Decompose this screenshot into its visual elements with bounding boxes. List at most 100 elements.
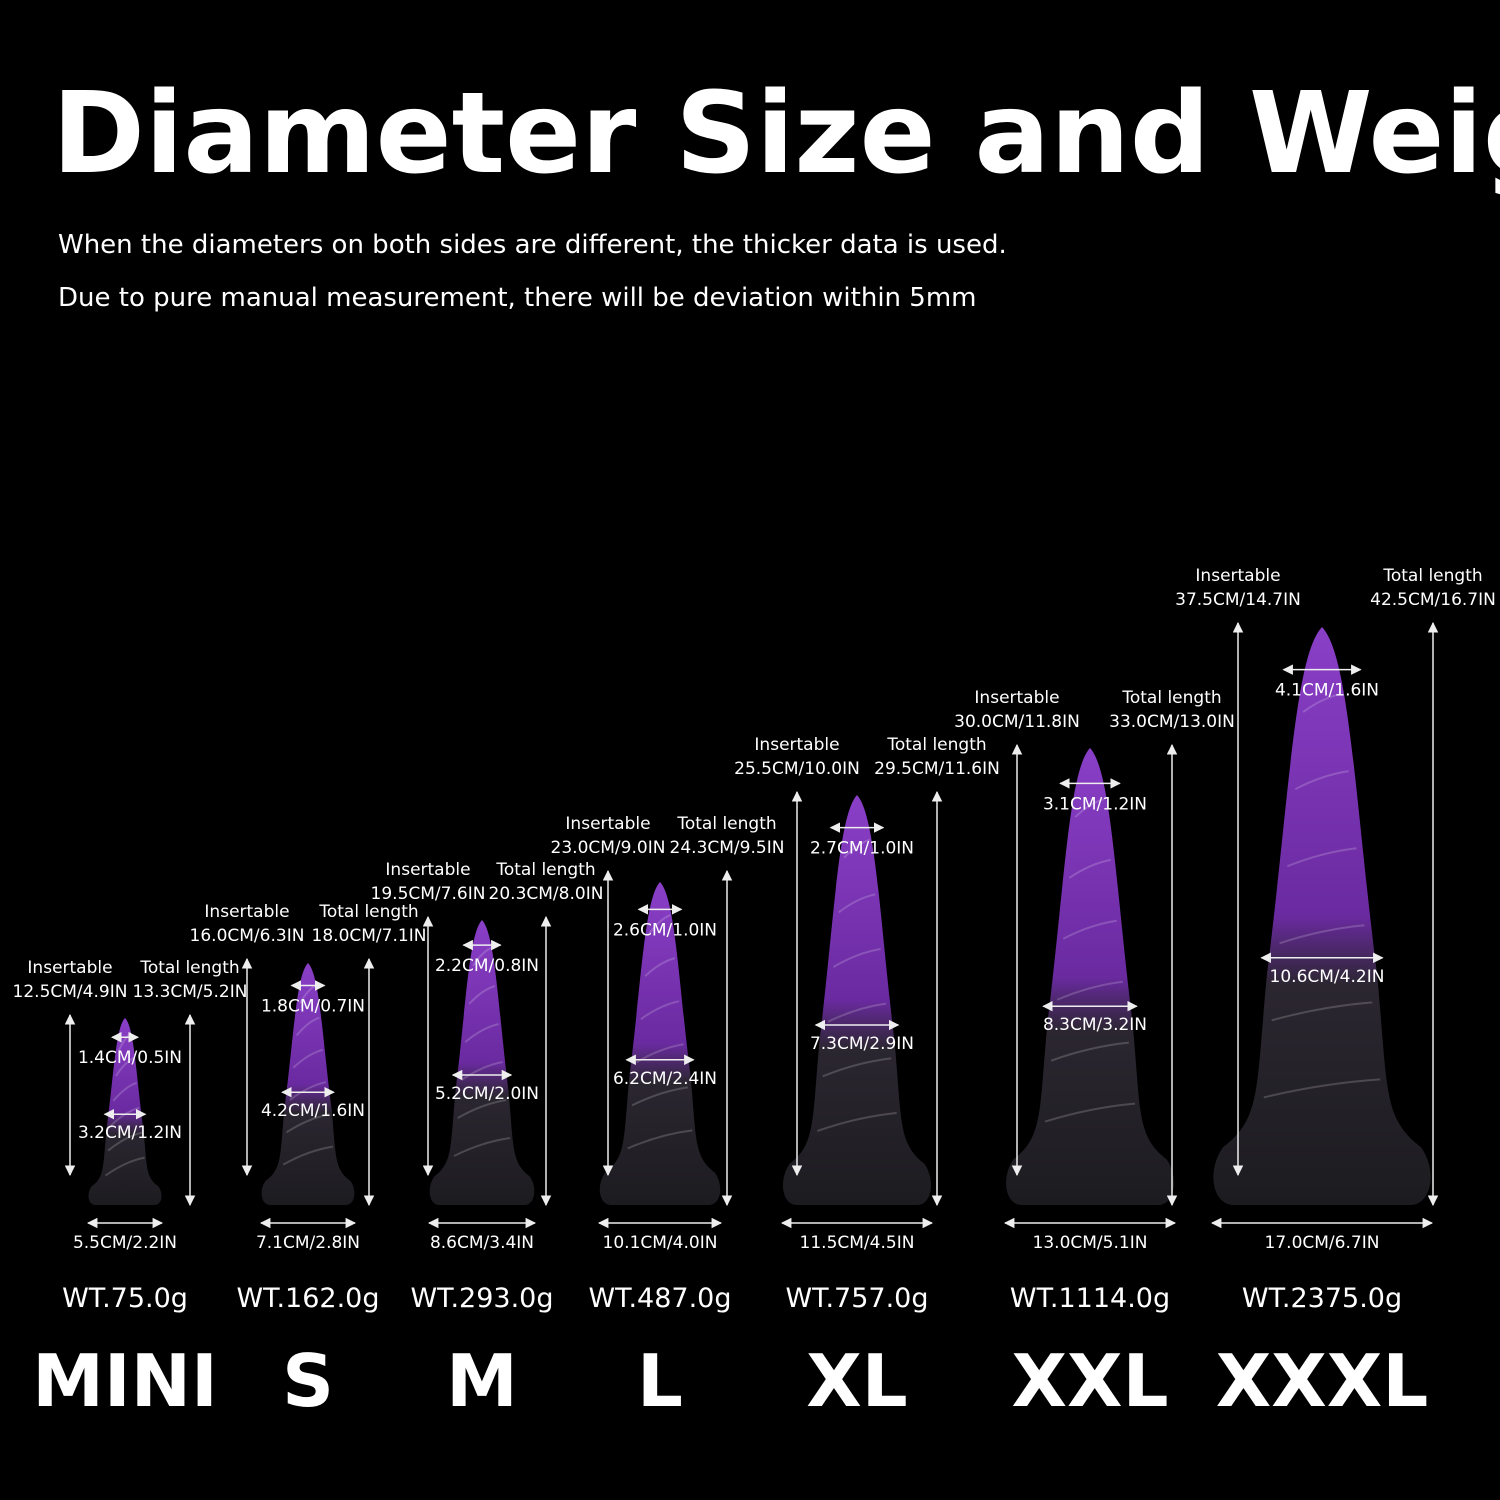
base-diameter: 10.1CM/4.0IN: [603, 1233, 718, 1253]
total-label: Total length: [1121, 688, 1221, 708]
spiral-ridge: [115, 1056, 135, 1077]
base-diameter: 17.0CM/6.7IN: [1265, 1233, 1380, 1253]
tip-diameter: 2.6CM/1.0IN: [613, 920, 717, 940]
insertable-value: 23.0CM/9.0IN: [551, 838, 666, 858]
spiral-ridge: [644, 957, 676, 977]
spiral-ridge: [827, 1002, 887, 1023]
mid-diameter: 6.2CM/2.4IN: [613, 1069, 717, 1089]
spiral-ridge: [1294, 770, 1349, 791]
spiral-ridge: [457, 1099, 507, 1119]
note: When the diameters on both sides are dif…: [58, 230, 1007, 260]
mid-diameter: 5.2CM/2.0IN: [435, 1084, 539, 1104]
insertable-label: Insertable: [27, 958, 112, 978]
total-label: Total length: [1382, 566, 1482, 586]
product-shape: [782, 795, 932, 1205]
spiral-ridge: [464, 1023, 499, 1043]
spiral-ridge: [1068, 858, 1111, 879]
spiral-ridge: [282, 1145, 334, 1166]
spiral-ridge: [107, 1131, 143, 1152]
spiral-ridge: [468, 985, 496, 1005]
spiral-ridge: [640, 1000, 680, 1021]
insertable-value: 30.0CM/11.8IN: [954, 712, 1080, 732]
size-name: XL: [806, 1339, 907, 1423]
tip-diameter: 2.7CM/1.0IN: [810, 839, 914, 859]
spiral-ridge: [1279, 924, 1365, 945]
product-shape: [599, 882, 721, 1205]
base-diameter: 11.5CM/4.5IN: [800, 1233, 915, 1253]
weight: WT.487.0g: [588, 1283, 731, 1314]
note: Due to pure manual measurement, there wi…: [58, 283, 977, 313]
spiral-ridge: [838, 893, 876, 914]
spiral-ridge: [1287, 847, 1357, 868]
weight: WT.1114.0g: [1010, 1283, 1170, 1314]
tip-diameter: 3.1CM/1.2IN: [1043, 794, 1147, 814]
weight: WT.75.0g: [62, 1283, 188, 1314]
product-shape: [261, 963, 355, 1205]
spiral-ridge: [1050, 1041, 1129, 1062]
spiral-ridge: [295, 1016, 320, 1037]
mid-diameter: 3.2CM/1.2IN: [78, 1123, 182, 1143]
spiral-ridge: [292, 1048, 324, 1069]
spiral-ridge: [1074, 797, 1105, 818]
tip-diameter: 1.4CM/0.5IN: [78, 1048, 182, 1068]
spiral-ridge: [631, 1086, 689, 1107]
mid-diameter: 8.3CM/3.2IN: [1043, 1015, 1147, 1035]
spiral-ridge: [1263, 1078, 1381, 1099]
base-diameter: 7.1CM/2.8IN: [256, 1233, 360, 1253]
tip-diameter: 2.2CM/0.8IN: [435, 956, 539, 976]
base-diameter: 13.0CM/5.1IN: [1033, 1233, 1148, 1253]
total-label: Total length: [495, 860, 595, 880]
total-value: 18.0CM/7.1IN: [312, 926, 427, 946]
spiral-ridge: [627, 1129, 693, 1150]
insertable-value: 16.0CM/6.3IN: [190, 926, 305, 946]
size-name: XXXL: [1216, 1339, 1428, 1423]
weight: WT.2375.0g: [1242, 1283, 1402, 1314]
spiral-ridge: [453, 1137, 511, 1157]
insertable-value: 12.5CM/4.9IN: [13, 982, 128, 1002]
mid-diameter: 4.2CM/1.6IN: [261, 1101, 365, 1121]
spiral-ridge: [832, 948, 881, 968]
spiral-ridge: [1056, 980, 1123, 1001]
product-shape: [429, 920, 535, 1205]
tip-diameter: 1.8CM/0.7IN: [261, 997, 365, 1017]
tip-diameter: 4.1CM/1.6IN: [1275, 681, 1379, 701]
total-value: 29.5CM/11.6IN: [874, 759, 1000, 779]
weight: WT.162.0g: [236, 1283, 379, 1314]
spiral-ridge: [1044, 1102, 1136, 1123]
total-label: Total length: [318, 902, 418, 922]
insertable-label: Insertable: [565, 814, 650, 834]
size-name: MINI: [32, 1339, 217, 1423]
size-name: M: [446, 1339, 518, 1423]
title: Diameter Size and Weight: [52, 69, 1500, 199]
base-diameter: 5.5CM/2.2IN: [73, 1233, 177, 1253]
spiral-ridge: [648, 914, 671, 934]
weight: WT.293.0g: [410, 1283, 553, 1314]
total-value: 13.3CM/5.2IN: [133, 982, 248, 1002]
total-label: Total length: [886, 735, 986, 755]
spiral-ridge: [843, 838, 871, 859]
spiral-ridge: [1271, 1001, 1373, 1022]
insertable-label: Insertable: [974, 688, 1059, 708]
spiral-ridge: [1062, 919, 1117, 940]
spiral-ridge: [822, 1057, 892, 1078]
total-label: Total length: [139, 958, 239, 978]
spiral-ridge: [817, 1112, 897, 1132]
total-value: 42.5CM/16.7IN: [1370, 590, 1496, 610]
base-diameter: 8.6CM/3.4IN: [430, 1233, 534, 1253]
size-name: XXL: [1012, 1339, 1169, 1423]
size-name: L: [637, 1339, 683, 1423]
spiral-ridge: [285, 1113, 330, 1134]
total-value: 20.3CM/8.0IN: [489, 884, 604, 904]
insertable-label: Insertable: [385, 860, 470, 880]
total-value: 24.3CM/9.5IN: [670, 838, 785, 858]
insertable-value: 19.5CM/7.6IN: [371, 884, 486, 904]
insertable-label: Insertable: [754, 735, 839, 755]
size-name: S: [282, 1339, 334, 1423]
spiral-ridge: [112, 1081, 137, 1102]
insertable-value: 37.5CM/14.7IN: [1175, 590, 1301, 610]
insertable-value: 25.5CM/10.0IN: [734, 759, 860, 779]
mid-diameter: 10.6CM/4.2IN: [1270, 967, 1385, 987]
weight: WT.757.0g: [785, 1283, 928, 1314]
